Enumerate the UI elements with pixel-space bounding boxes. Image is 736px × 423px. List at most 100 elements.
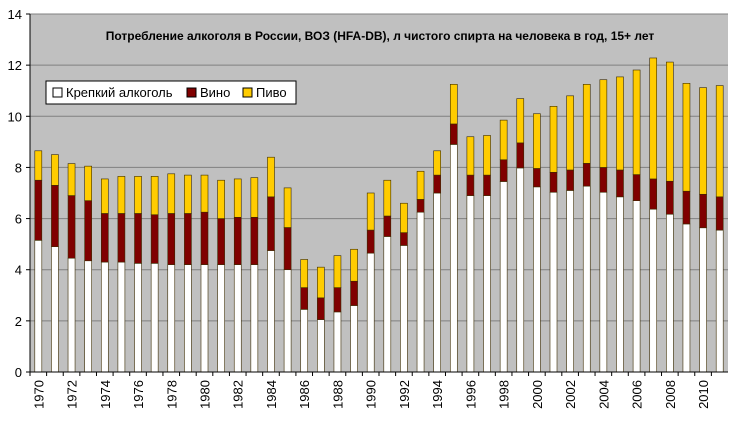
bar-spirits-1975 bbox=[117, 261, 126, 373]
x-tick-label: 2002 bbox=[563, 380, 578, 409]
y-tick-label: 2 bbox=[15, 314, 22, 329]
bar-spirits-1997 bbox=[483, 195, 491, 373]
x-tick-label: 1978 bbox=[164, 380, 179, 409]
x-tick-label: 1984 bbox=[264, 380, 279, 409]
bar-spirits-1984 bbox=[267, 250, 275, 373]
bar-spirits-2002 bbox=[566, 190, 574, 373]
bar-wine-2001 bbox=[549, 171, 558, 193]
x-tick-label: 1972 bbox=[65, 380, 80, 409]
bar-wine-1995 bbox=[449, 123, 458, 145]
x-tick-label: 2008 bbox=[663, 380, 678, 409]
bar-wine-1990 bbox=[366, 229, 375, 254]
bar-beer-2004 bbox=[599, 79, 608, 168]
x-tick-label: 1986 bbox=[297, 380, 312, 409]
bar-beer-1991 bbox=[383, 179, 392, 217]
bar-spirits-2001 bbox=[549, 191, 558, 373]
x-tick-label: 1992 bbox=[397, 380, 412, 409]
bar-spirits-1996 bbox=[466, 195, 475, 373]
bar-wine-1988 bbox=[333, 287, 342, 313]
bar-beer-2005 bbox=[616, 76, 624, 171]
x-tick-label: 1996 bbox=[463, 380, 478, 409]
bar-wine-1984 bbox=[267, 196, 275, 251]
bar-beer-1976 bbox=[134, 176, 142, 214]
bar-beer-1974 bbox=[100, 178, 109, 214]
bar-spirits-1980 bbox=[200, 264, 209, 373]
bar-wine-1986 bbox=[300, 287, 309, 310]
bar-spirits-1979 bbox=[184, 264, 192, 373]
x-tick-label: 1990 bbox=[364, 380, 379, 409]
x-tick-label: 1980 bbox=[198, 380, 213, 409]
bar-beer-1997 bbox=[483, 135, 491, 176]
x-tick-label: 1982 bbox=[231, 380, 246, 409]
x-tick-label: 1976 bbox=[131, 380, 146, 409]
bar-spirits-1989 bbox=[350, 305, 358, 373]
legend-swatch-spirits bbox=[52, 87, 63, 98]
legend-label-beer: Пиво bbox=[256, 85, 287, 100]
bar-spirits-1993 bbox=[416, 211, 425, 373]
bar-beer-2001 bbox=[549, 106, 558, 173]
bar-wine-2011 bbox=[715, 196, 724, 231]
bar-beer-1996 bbox=[466, 136, 475, 176]
bar-wine-2007 bbox=[649, 178, 658, 210]
bar-wine-1983 bbox=[250, 216, 259, 265]
bar-beer-1979 bbox=[184, 174, 192, 214]
legend-label-spirits: Крепкий алкоголь bbox=[66, 85, 173, 100]
bar-spirits-1970 bbox=[34, 240, 43, 373]
legend-swatch-wine bbox=[186, 87, 197, 98]
bar-wine-1997 bbox=[483, 174, 491, 196]
bar-beer-1970 bbox=[34, 150, 43, 181]
bar-wine-1994 bbox=[433, 174, 441, 194]
x-tick-label: 1974 bbox=[98, 380, 113, 409]
bar-beer-1986 bbox=[300, 259, 309, 288]
y-tick-label: 10 bbox=[8, 109, 22, 124]
bar-beer-1981 bbox=[217, 179, 225, 219]
bar-spirits-2008 bbox=[666, 213, 674, 373]
bar-wine-1999 bbox=[516, 142, 525, 169]
x-tick-label: 2000 bbox=[530, 380, 545, 409]
bar-beer-2002 bbox=[566, 95, 574, 171]
bar-wine-2009 bbox=[682, 190, 691, 225]
x-tick-label: 1988 bbox=[330, 380, 345, 409]
x-tick-label: 1994 bbox=[430, 380, 445, 409]
x-tick-label: 2004 bbox=[596, 380, 611, 409]
y-tick-label: 8 bbox=[15, 160, 22, 175]
bar-wine-2008 bbox=[666, 180, 674, 215]
bar-spirits-1985 bbox=[283, 269, 292, 373]
x-tick-label: 2006 bbox=[630, 380, 645, 409]
bar-wine-2003 bbox=[582, 163, 591, 187]
legend-swatch-beer bbox=[242, 87, 253, 98]
bar-wine-1981 bbox=[217, 218, 225, 265]
y-tick-label: 12 bbox=[8, 58, 22, 73]
bar-wine-1972 bbox=[67, 195, 76, 259]
bar-wine-2006 bbox=[632, 174, 641, 201]
bar-wine-1971 bbox=[51, 185, 59, 247]
bar-beer-1988 bbox=[333, 255, 342, 288]
bar-spirits-1977 bbox=[150, 263, 159, 373]
bar-beer-1977 bbox=[150, 176, 159, 216]
bar-beer-2000 bbox=[533, 113, 541, 169]
bar-spirits-1990 bbox=[366, 252, 375, 373]
bar-wine-1978 bbox=[167, 213, 176, 265]
bar-spirits-2000 bbox=[533, 186, 541, 373]
bar-wine-1976 bbox=[134, 213, 142, 264]
bar-spirits-2010 bbox=[699, 227, 707, 373]
bar-wine-1989 bbox=[350, 280, 358, 306]
bar-beer-1998 bbox=[499, 119, 508, 161]
bar-spirits-1986 bbox=[300, 309, 309, 373]
legend: Крепкий алкоголь Вино Пиво bbox=[45, 80, 297, 105]
bar-wine-1996 bbox=[466, 174, 475, 196]
bar-spirits-2011 bbox=[715, 229, 724, 373]
bar-beer-1992 bbox=[400, 202, 408, 233]
bar-beer-1994 bbox=[433, 150, 441, 176]
bar-spirits-1998 bbox=[499, 181, 508, 373]
bar-wine-2010 bbox=[699, 193, 707, 229]
bar-spirits-1973 bbox=[84, 260, 92, 373]
bar-spirits-1981 bbox=[217, 264, 225, 373]
bar-spirits-1983 bbox=[250, 264, 259, 373]
bar-beer-1982 bbox=[233, 178, 242, 218]
bar-beer-1989 bbox=[350, 248, 358, 282]
bar-wine-1992 bbox=[400, 232, 408, 246]
bar-wine-2004 bbox=[599, 167, 608, 193]
bar-beer-2010 bbox=[699, 87, 707, 195]
bar-spirits-1991 bbox=[383, 236, 392, 373]
